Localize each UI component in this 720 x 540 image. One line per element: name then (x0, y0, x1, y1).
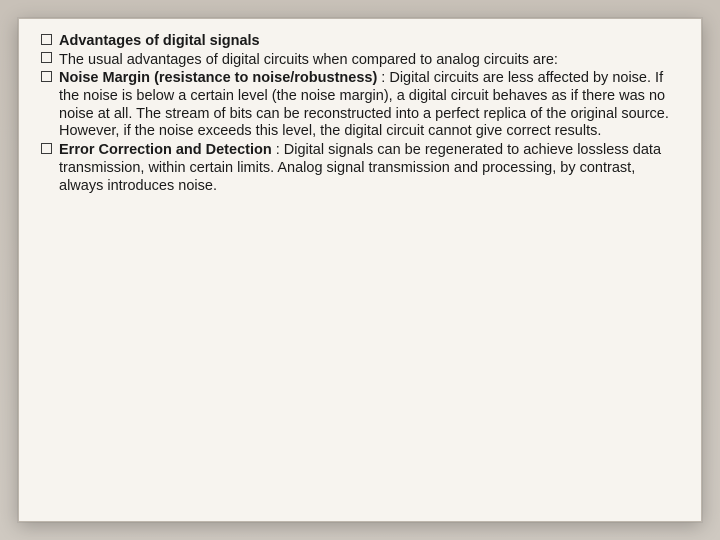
item-bold: Noise Margin (resistance to noise/robust… (59, 70, 377, 86)
item-bold: Advantages of digital signals (59, 33, 260, 49)
slide-inner: Advantages of digital signals The usual … (18, 18, 702, 522)
item-rest: The usual advantages of digital circuits… (59, 52, 558, 68)
list-item: Error Correction and Detection : Digital… (41, 142, 675, 195)
square-bullet-icon (41, 52, 52, 63)
square-bullet-icon (41, 143, 52, 154)
square-bullet-icon (41, 34, 52, 45)
item-bold: Error Correction and Detection (59, 142, 272, 158)
content-area: Advantages of digital signals The usual … (41, 33, 675, 195)
list-item: Advantages of digital signals (41, 33, 675, 51)
slide-outer: Advantages of digital signals The usual … (0, 0, 720, 540)
list-item: The usual advantages of digital circuits… (41, 52, 675, 70)
square-bullet-icon (41, 71, 52, 82)
list-item: Noise Margin (resistance to noise/robust… (41, 70, 675, 141)
